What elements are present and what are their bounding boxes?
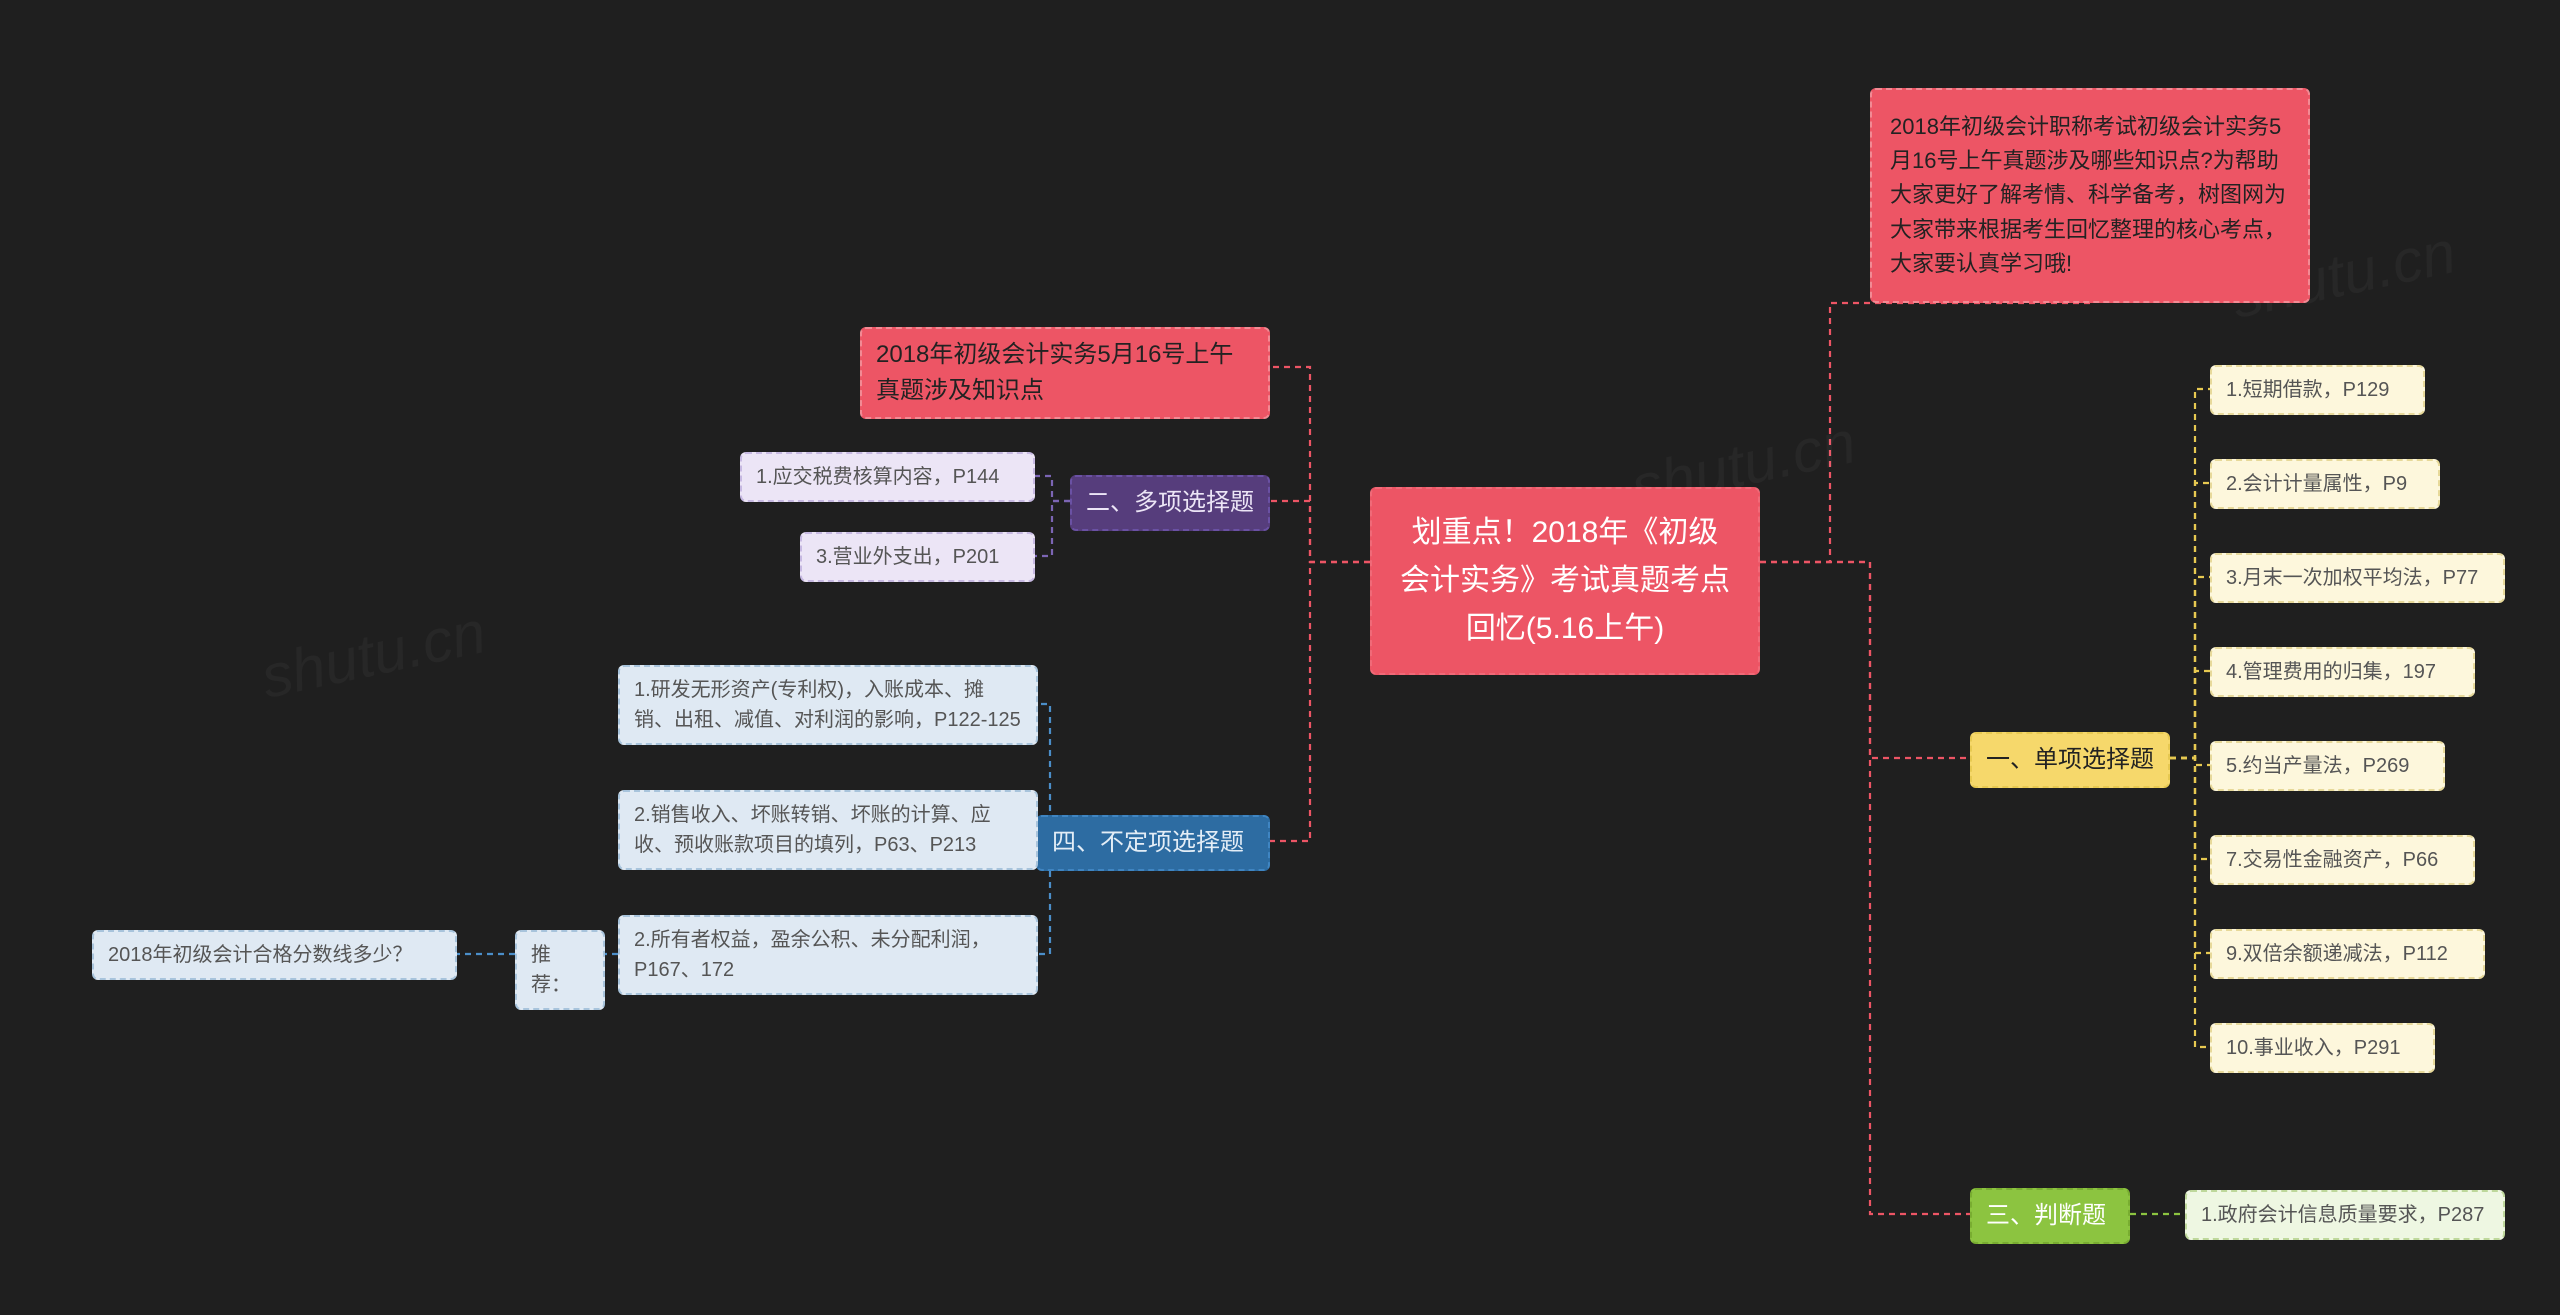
node-p1[interactable]: 1.应交税费核算内容，P144 <box>740 452 1035 502</box>
node-b1[interactable]: 1.研发无形资产(专利权)，入账成本、摊销、出租、减值、对利润的影响，P122-… <box>618 665 1038 745</box>
node-y4[interactable]: 4.管理费用的归集，197 <box>2210 647 2475 697</box>
connector <box>1035 501 1070 556</box>
connector <box>2170 758 2210 953</box>
node-y5[interactable]: 5.约当产量法，P269 <box>2210 741 2445 791</box>
node-y9[interactable]: 9.双倍余额递减法，P112 <box>2210 929 2485 979</box>
node-yi[interactable]: 一、单项选择题 <box>1970 732 2170 788</box>
connector <box>1270 562 1370 841</box>
node-center[interactable]: 划重点！2018年《初级会计实务》考试真题考点回忆(5.16上午) <box>1370 487 1760 675</box>
node-y7[interactable]: 7.交易性金融资产，P66 <box>2210 835 2475 885</box>
connector <box>2170 671 2210 758</box>
node-er[interactable]: 二、多项选择题 <box>1070 475 1270 531</box>
node-q[interactable]: 2018年初级会计合格分数线多少？ <box>92 930 457 980</box>
mindmap-canvas: shutu.cnshutu.cnshutu.cn划重点！2018年《初级会计实务… <box>0 0 2560 1315</box>
connector <box>2170 758 2210 1047</box>
connector <box>2170 758 2210 765</box>
connector <box>1270 501 1370 562</box>
node-b3[interactable]: 2.所有者权益，盈余公积、未分配利润，P167、172 <box>618 915 1038 995</box>
connector <box>2170 389 2210 758</box>
watermark: shutu.cn <box>255 597 491 712</box>
node-y2[interactable]: 2.会计计量属性，P9 <box>2210 459 2440 509</box>
node-b2[interactable]: 2.销售收入、坏账转销、坏账的计算、应收、预收账款项目的填列，P63、P213 <box>618 790 1038 870</box>
node-redSub[interactable]: 2018年初级会计实务5月16号上午真题涉及知识点 <box>860 327 1270 419</box>
node-g1[interactable]: 1.政府会计信息质量要求，P287 <box>2185 1190 2505 1240</box>
connector <box>2170 483 2210 758</box>
node-rec[interactable]: 推荐： <box>515 930 605 1010</box>
node-san[interactable]: 三、判断题 <box>1970 1188 2130 1244</box>
node-si[interactable]: 四、不定项选择题 <box>1036 815 1270 871</box>
connector <box>1035 476 1070 501</box>
connector <box>2170 758 2210 859</box>
node-y10[interactable]: 10.事业收入，P291 <box>2210 1023 2435 1073</box>
connector <box>1760 562 1970 758</box>
connector <box>2170 577 2210 758</box>
node-y1[interactable]: 1.短期借款，P129 <box>2210 365 2425 415</box>
node-p2[interactable]: 3.营业外支出，P201 <box>800 532 1035 582</box>
connector <box>1760 303 2090 562</box>
node-info[interactable]: 2018年初级会计职称考试初级会计实务5月16号上午真题涉及哪些知识点?为帮助大… <box>1870 88 2310 303</box>
connector <box>1760 562 1970 1214</box>
node-y3[interactable]: 3.月末一次加权平均法，P77 <box>2210 553 2505 603</box>
connector <box>1270 367 1370 562</box>
